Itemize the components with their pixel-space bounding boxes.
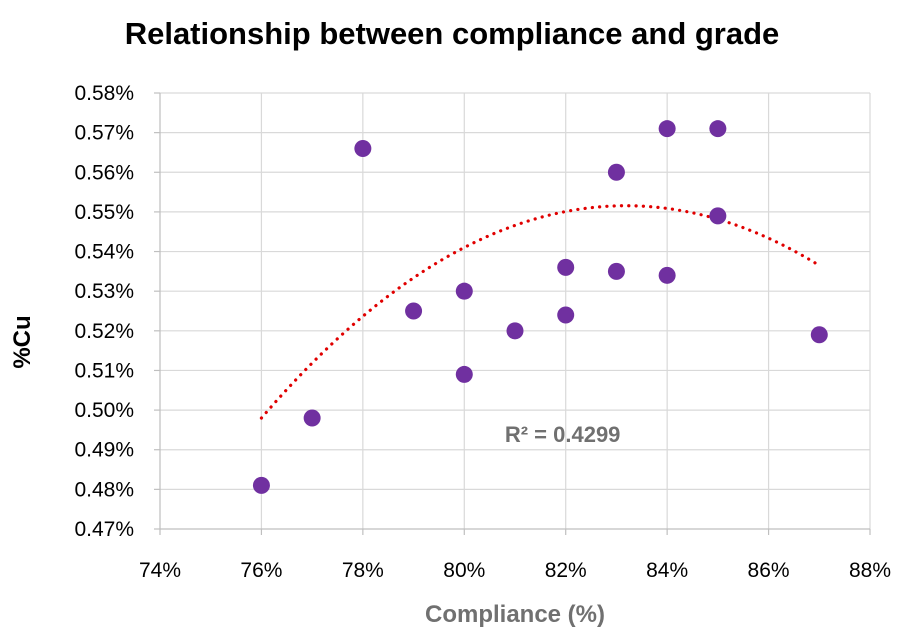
y-tick-label: 0.47% — [74, 518, 134, 541]
x-tick-label: 80% — [443, 559, 485, 582]
data-point — [607, 163, 625, 181]
chart-title: Relationship between compliance and grad… — [125, 16, 780, 51]
data-point — [557, 258, 575, 276]
x-tick-labels: 74% 76% 78% 80% 82% 84% 86% 88% — [139, 559, 891, 582]
x-tick-label: 74% — [139, 559, 181, 582]
y-tick-label: 0.49% — [74, 439, 134, 462]
x-tick-label: 84% — [646, 559, 688, 582]
data-points — [252, 120, 828, 494]
y-tick-label: 0.52% — [74, 320, 134, 343]
data-point — [810, 326, 828, 344]
data-point — [658, 120, 676, 138]
y-axis-title: %Cu — [9, 315, 36, 368]
data-point — [557, 306, 575, 324]
y-tick-label: 0.58% — [74, 82, 134, 105]
y-tick-label: 0.51% — [74, 359, 134, 382]
data-point — [455, 282, 473, 300]
y-tick-label: 0.55% — [74, 201, 134, 224]
r-squared-label: R² = 0.4299 — [505, 422, 621, 447]
data-point — [709, 120, 727, 138]
y-tick-labels: 0.47% 0.48% 0.49% 0.50% 0.51% 0.52% 0.53% 0.54%… — [74, 82, 134, 541]
x-tick-label: 76% — [240, 559, 282, 582]
data-point — [252, 476, 270, 494]
y-tick-label: 0.53% — [74, 280, 134, 303]
gridlines — [160, 92, 871, 529]
data-point — [405, 302, 423, 320]
data-point — [607, 262, 625, 280]
data-point — [354, 139, 372, 157]
axes — [154, 92, 871, 535]
x-axis-title: Compliance (%) — [425, 601, 605, 628]
data-point — [658, 266, 676, 284]
data-point — [455, 365, 473, 383]
y-tick-label: 0.57% — [74, 122, 134, 145]
trendline — [259, 204, 821, 420]
y-tick-label: 0.56% — [74, 161, 134, 184]
data-point — [709, 207, 727, 225]
x-tick-label: 78% — [342, 559, 384, 582]
data-point — [303, 409, 321, 427]
x-tick-label: 82% — [545, 559, 587, 582]
trendline-group — [259, 204, 821, 420]
y-tick-label: 0.48% — [74, 478, 134, 501]
x-tick-label: 86% — [748, 559, 790, 582]
y-tick-label: 0.50% — [74, 399, 134, 422]
x-tick-label: 88% — [849, 559, 891, 582]
y-tick-label: 0.54% — [74, 241, 134, 264]
data-point — [506, 322, 524, 340]
